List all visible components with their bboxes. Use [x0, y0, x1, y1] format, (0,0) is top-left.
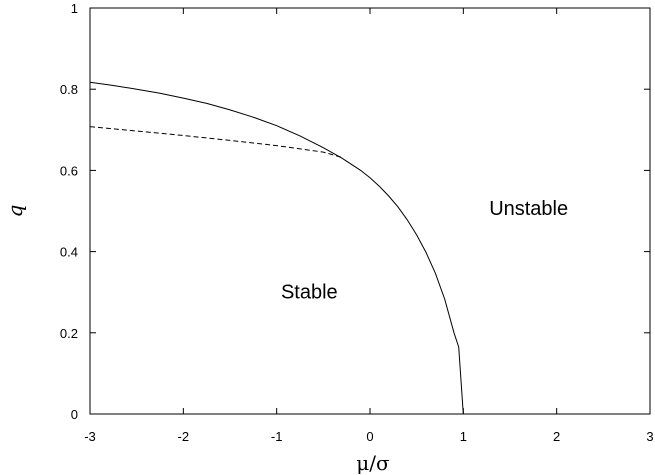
- x-axis-ticks: -3 -2 -1 0 1 2 3: [84, 8, 654, 444]
- region-label-unstable: Unstable: [489, 198, 568, 220]
- x-tick-label: 0: [366, 429, 373, 444]
- annotation-layer: Stable Unstable: [281, 198, 568, 303]
- region-label-stable: Stable: [281, 281, 338, 303]
- x-tick-label: 3: [646, 429, 653, 444]
- stability-boundary-line: [89, 81, 464, 415]
- x-tick-label: 2: [553, 429, 560, 444]
- dashed-boundary-line: [89, 126, 343, 158]
- x-tick-label: -2: [178, 429, 190, 444]
- y-tick-label: 0.4: [60, 245, 78, 260]
- y-tick-label: 0.6: [60, 163, 78, 178]
- x-tick-label: -3: [84, 429, 96, 444]
- x-tick-label: -1: [271, 429, 283, 444]
- y-axis-label: q: [3, 205, 27, 218]
- x-tick-label: 1: [460, 429, 467, 444]
- y-tick-label: 0.2: [60, 326, 78, 341]
- y-axis-ticks: 0 0.2 0.4 0.6 0.8 1: [60, 1, 650, 422]
- series-layer: [89, 81, 464, 415]
- y-tick-label: 0: [71, 407, 78, 422]
- x-axis-label: μ/σ: [356, 451, 390, 475]
- y-tick-label: 1: [71, 1, 78, 16]
- y-tick-label: 0.8: [60, 82, 78, 97]
